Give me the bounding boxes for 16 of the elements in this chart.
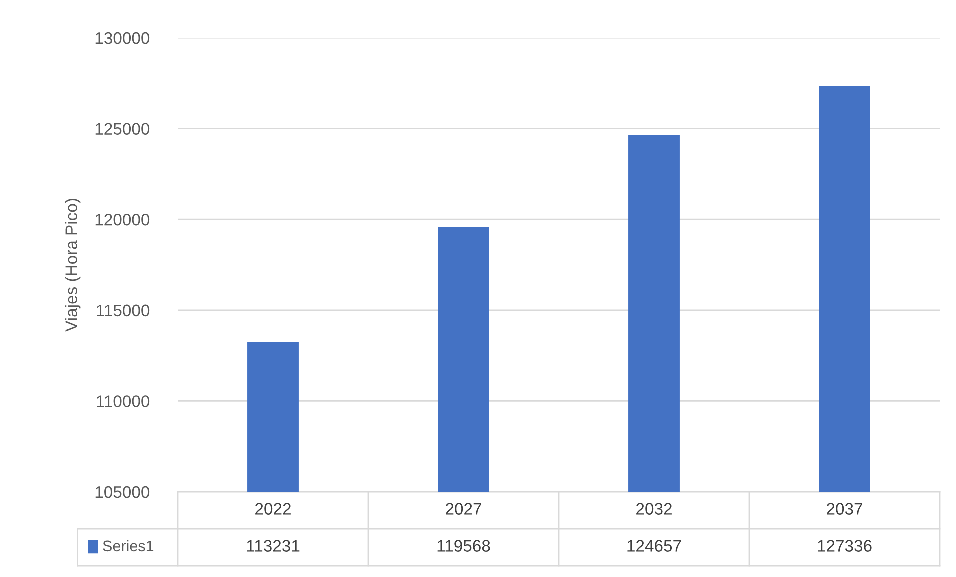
x-tick-label: 2027: [446, 503, 482, 515]
data-label: 127336: [818, 540, 872, 552]
data-label: 124657: [628, 540, 682, 552]
y-tick-label: 130000: [96, 32, 150, 44]
y-tick-label: 110000: [97, 396, 150, 408]
y-tick-label: 125000: [96, 123, 150, 136]
y-tick-label: 115000: [97, 304, 150, 317]
data-label: 119568: [438, 540, 490, 552]
y-tick-label: 105000: [96, 486, 150, 498]
data-label: 113231: [247, 540, 300, 552]
x-tick-label: 2022: [256, 503, 291, 515]
legend-label: Series1: [103, 540, 154, 552]
y-axis-title: Viajes (Hora Pico): [65, 199, 81, 332]
x-tick-label: 2037: [827, 503, 862, 515]
x-tick-label: 2032: [636, 503, 672, 515]
y-tick-label: 120000: [96, 214, 150, 226]
